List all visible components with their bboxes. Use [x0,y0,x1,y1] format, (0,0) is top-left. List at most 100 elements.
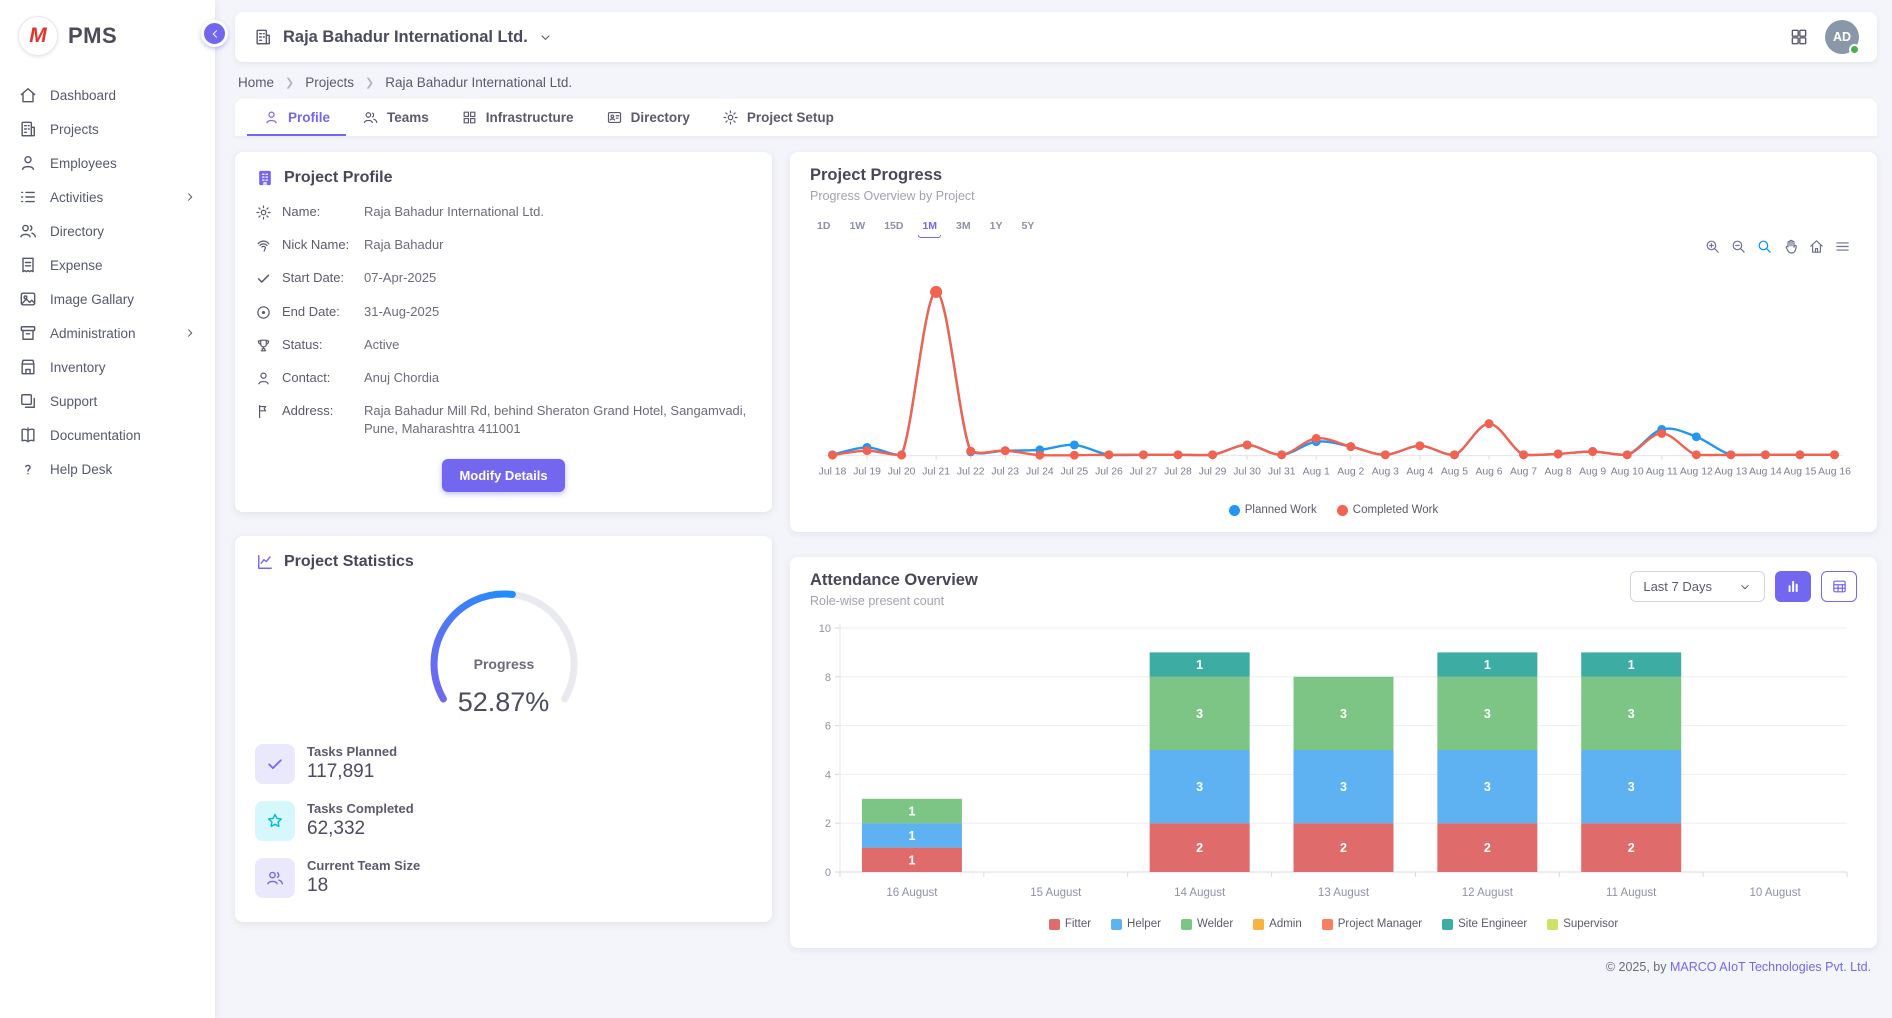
receipt-icon [18,255,38,275]
svg-text:Aug 3: Aug 3 [1372,466,1399,477]
svg-text:14 August: 14 August [1174,887,1226,899]
legend-marker [1181,919,1192,930]
pan-icon[interactable] [1782,238,1799,255]
svg-text:1: 1 [908,805,915,819]
range-1y[interactable]: 1Y [983,216,1010,238]
modify-details-button[interactable]: Modify Details [442,459,564,492]
sidebar-item-projects[interactable]: Projects [0,112,215,146]
breadcrumb-projects[interactable]: Projects [305,75,354,90]
svg-text:Aug 11: Aug 11 [1646,466,1678,477]
copy-icon [18,391,38,411]
project-profile-card: Project Profile Name:Raja Bahadur Intern… [235,152,772,512]
svg-text:12 August: 12 August [1462,887,1514,899]
legend-completed-work[interactable]: Completed Work [1337,504,1438,516]
check-icon [265,754,285,774]
trophy-icon [255,337,272,354]
sidebar-item-image-gallery[interactable]: Image Gallary [0,282,215,316]
sidebar-item-label: Support [50,394,97,409]
range-3m[interactable]: 3M [949,216,978,238]
apps-grid-icon[interactable] [1789,27,1809,47]
svg-text:1: 1 [1196,658,1203,672]
sidebar-item-documentation[interactable]: Documentation [0,418,215,452]
svg-text:Progress: Progress [473,656,534,672]
svg-text:Aug 12: Aug 12 [1680,466,1713,477]
company-selector[interactable]: Raja Bahadur International Ltd. [253,27,553,47]
project-progress-card: Project Progress Progress Overview by Pr… [790,152,1877,532]
tab-infrastructure[interactable]: Infrastructure [445,99,590,136]
sidebar-item-expense[interactable]: Expense [0,248,215,282]
selection-zoom-icon[interactable] [1756,238,1773,255]
field-end-date: End Date:31-Aug-2025 [255,303,752,321]
top-header: Raja Bahadur International Ltd. AD [235,12,1877,62]
legend-welder[interactable]: Welder [1181,918,1233,930]
date-range-select[interactable]: Last 7 Days [1630,571,1765,602]
project-progress-chart: Jul 18Jul 19Jul 20Jul 21Jul 22Jul 23Jul … [810,268,1857,500]
tab-teams[interactable]: Teams [346,99,445,136]
tab-project-setup[interactable]: Project Setup [706,99,850,136]
sidebar-item-dashboard[interactable]: Dashboard [0,78,215,112]
sidebar: M PMS Dashboard Projects Employees Activ… [0,0,215,1018]
svg-text:Jul 18: Jul 18 [819,466,847,477]
legend-helper[interactable]: Helper [1111,918,1161,930]
chart-menu-icon[interactable] [1834,238,1851,255]
sidebar-item-inventory[interactable]: Inventory [0,350,215,384]
breadcrumb-separator: ❯ [285,76,294,89]
building-icon [253,27,273,47]
legend-project-manager[interactable]: Project Manager [1322,918,1422,930]
sidebar-item-support[interactable]: Support [0,384,215,418]
sidebar-item-directory[interactable]: Directory [0,214,215,248]
user-avatar[interactable]: AD [1825,20,1859,54]
range-1d[interactable]: 1D [810,216,837,238]
reset-zoom-icon[interactable] [1808,238,1825,255]
svg-text:Jul 21: Jul 21 [922,466,950,477]
svg-text:1: 1 [908,853,915,867]
attendance-controls: Last 7 Days [1630,571,1857,602]
svg-text:Jul 30: Jul 30 [1233,466,1261,477]
sidebar-item-help-desk[interactable]: Help Desk [0,452,215,486]
gear-icon [255,204,272,221]
svg-text:Aug 16: Aug 16 [1818,466,1851,477]
svg-text:1: 1 [1484,658,1491,672]
legend-marker [1322,919,1333,930]
legend-supervisor[interactable]: Supervisor [1547,918,1618,930]
tab-directory[interactable]: Directory [590,99,706,136]
tab-label: Teams [387,110,429,125]
tab-profile[interactable]: Profile [247,99,346,136]
chevron-left-icon [208,27,222,41]
chevron-right-icon [183,326,197,340]
people-icon [362,109,379,126]
svg-text:15 August: 15 August [1030,887,1082,899]
range-15d[interactable]: 15D [877,216,910,238]
app-logo[interactable]: M PMS [0,0,215,70]
legend-admin[interactable]: Admin [1253,918,1302,930]
tab-label: Infrastructure [486,110,574,125]
range-1m[interactable]: 1M [915,216,944,238]
svg-text:Aug 7: Aug 7 [1510,466,1537,477]
person-icon [255,370,272,387]
online-status-dot [1849,44,1860,55]
breadcrumb-home[interactable]: Home [238,75,274,90]
sidebar-item-administration[interactable]: Administration [0,316,215,350]
sidebar-item-label: Activities [50,190,103,205]
range-1w[interactable]: 1W [842,216,872,238]
svg-text:Jul 31: Jul 31 [1268,466,1296,477]
legend-planned-work[interactable]: Planned Work [1229,504,1317,516]
sidebar-item-employees[interactable]: Employees [0,146,215,180]
legend-site-engineer[interactable]: Site Engineer [1442,918,1527,930]
zoom-in-icon[interactable] [1704,238,1721,255]
range-5y[interactable]: 5Y [1014,216,1041,238]
sidebar-item-activities[interactable]: Activities [0,180,215,214]
table-view-button[interactable] [1821,571,1857,602]
sidebar-collapse-button[interactable] [201,20,228,47]
app-name: PMS [68,23,117,49]
zoom-out-icon[interactable] [1730,238,1747,255]
legend-marker [1049,919,1060,930]
building-icon [18,119,38,139]
attendance-chart: 024681011116 August15 August233114 Augus… [810,614,1857,914]
bar-view-button[interactable] [1775,571,1811,602]
archive-icon [18,323,38,343]
footer-link[interactable]: MARCO AIoT Technologies Pvt. Ltd. [1670,960,1871,974]
svg-text:Jul 19: Jul 19 [853,466,881,477]
sidebar-item-label: Inventory [50,360,106,375]
legend-fitter[interactable]: Fitter [1049,918,1091,930]
